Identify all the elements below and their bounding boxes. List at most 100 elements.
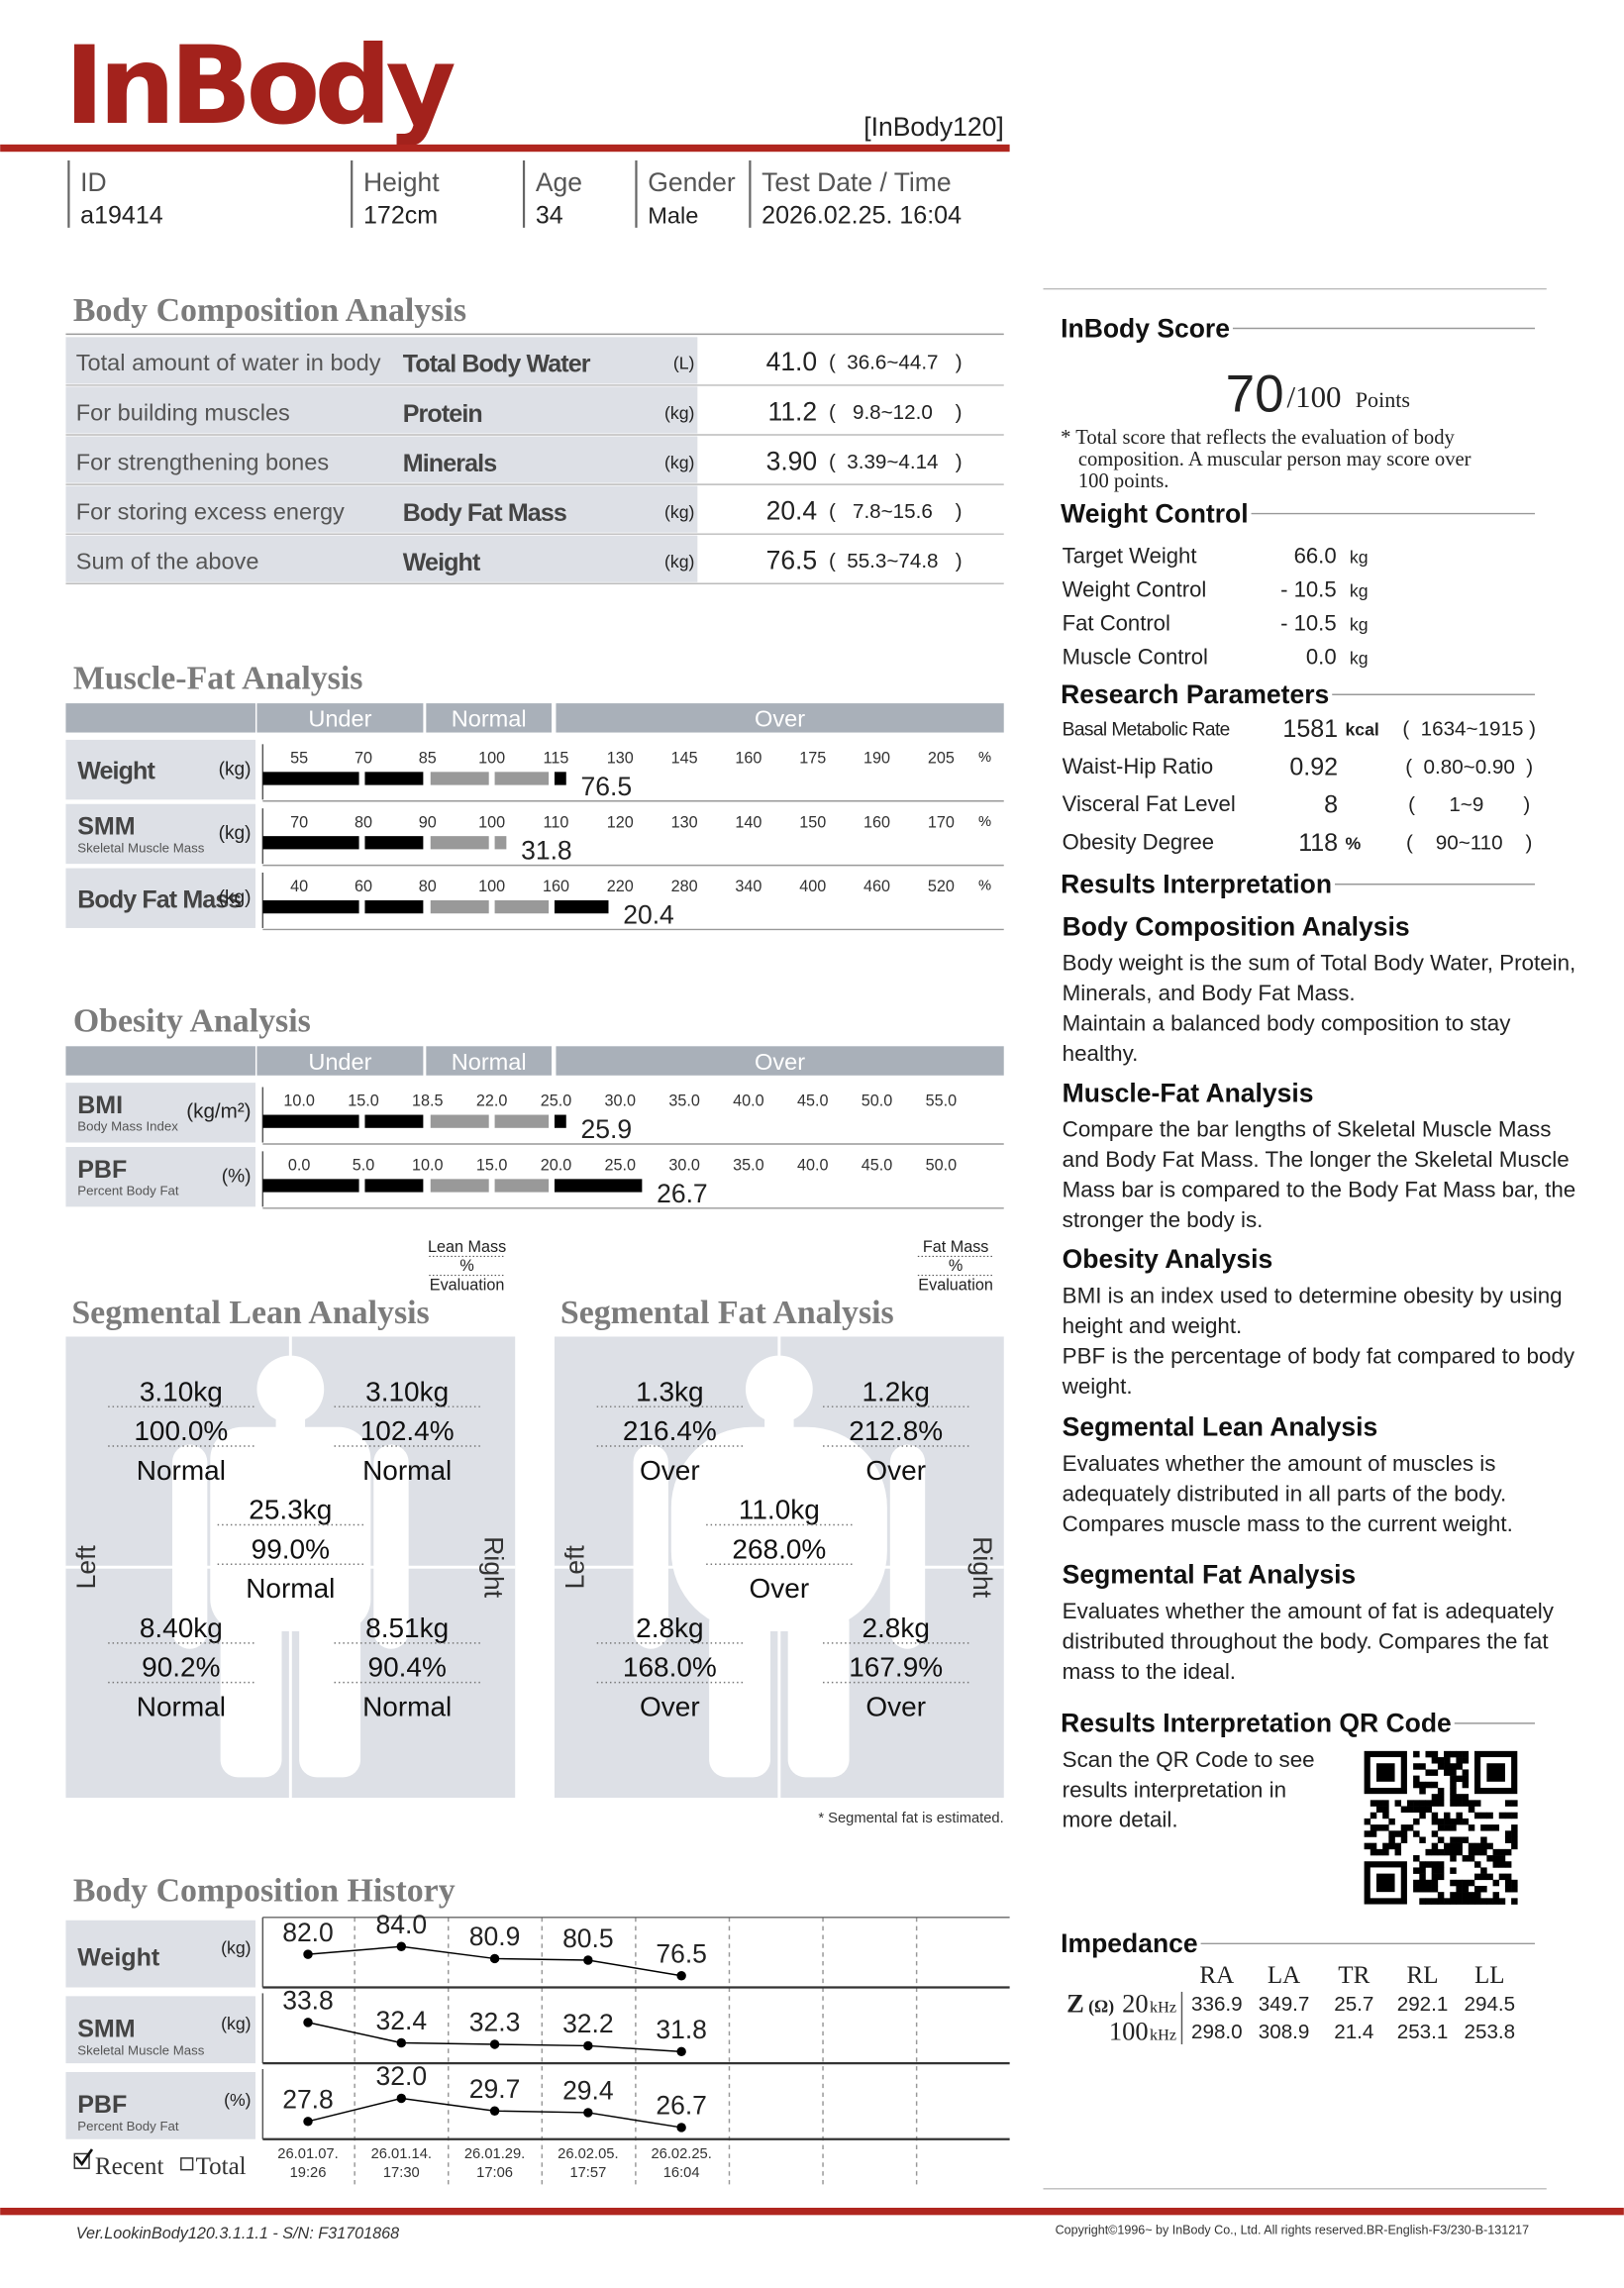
qr-module [1473,1873,1481,1881]
qr-module [1419,1885,1426,1893]
qr-module [1419,1873,1426,1881]
row-unit: (kg) [664,502,694,522]
param-value: - 10.5 [1280,610,1336,635]
tick-label: 10.0 [412,1157,444,1175]
tick-label: 40.0 [733,1092,764,1110]
qr-module [1450,1750,1457,1758]
impedance-column: RA [1199,1962,1234,1989]
qr-module [1394,1830,1402,1837]
qr-module [1382,1800,1389,1807]
qr-module [1370,1824,1377,1831]
zone-label: Over [755,1049,805,1075]
tick-label: 15.0 [476,1157,508,1175]
param-unit: kg [1350,614,1369,634]
qr-module [1413,1775,1420,1783]
qr-module [1382,1824,1389,1831]
qr-module [1370,1842,1377,1850]
interpretation-text: healthy. [1063,1041,1139,1066]
qr-module [1456,1750,1463,1758]
qr-module [1492,1898,1500,1905]
qr-module [1468,1824,1475,1831]
history-point [676,1971,686,1981]
legend-text: % [459,1257,473,1275]
panel-divider [554,1565,1004,1569]
interpretation-text: distributed throughout the body. Compare… [1063,1628,1550,1653]
qr-module [1370,1830,1377,1837]
row-name: BMI [77,1092,123,1119]
segment-value: 2.8kg [636,1612,703,1643]
row-value: 76.5 [766,546,818,575]
history-value: 31.8 [656,2015,707,2044]
history-point [583,1955,593,1965]
param-value: 118 [1298,829,1338,857]
tick-label: 40 [290,878,308,895]
profile-label: Height [363,167,440,197]
tick-label: 400 [799,878,826,895]
tick-label: 460 [863,878,890,895]
bar-value: 76.5 [580,772,632,801]
row-unit: (kg) [221,2014,251,2033]
qr-module [1450,1848,1457,1856]
row-value: 20.4 [766,495,818,525]
row-name: Total Body Water [403,351,591,378]
history-value: 32.2 [562,2009,614,2038]
tick-label: 160 [735,749,761,767]
row-label-cell [65,1920,255,1988]
impedance-value: 308.9 [1259,2021,1310,2043]
qr-module [1437,1824,1445,1831]
qr-module [1450,1824,1457,1831]
row-unit: (%) [222,1166,252,1187]
row-value: 41.0 [766,347,818,376]
qr-module [1511,1842,1518,1850]
legend-text: Lean Mass [428,1238,506,1256]
row-unit: (L) [673,354,695,373]
qr-module [1375,1848,1383,1856]
qr-module [1382,1842,1389,1850]
tick-label: 205 [928,749,955,767]
history-value: 29.4 [562,2076,614,2106]
qr-module [1450,1855,1457,1862]
qr-module [1462,1836,1470,1843]
qr-module [1413,1806,1420,1814]
impedance-value: 253.1 [1397,2021,1449,2043]
silhouette-leg [709,1605,771,1778]
qr-module [1419,1861,1426,1868]
zone-label: Under [308,706,371,732]
qr-text: Scan the QR Code to see [1063,1747,1315,1772]
tick-label: 90 [419,813,437,831]
impedance-value: 21.4 [1334,2021,1373,2043]
tick-label: 0.0 [288,1157,311,1175]
row-background [65,436,698,483]
param-unit: % [1345,833,1361,853]
history-point [489,2039,500,2049]
qr-module [1431,1885,1439,1893]
segment-panel [554,1336,1004,1798]
history-time: 16:04 [663,2165,700,2181]
history-value: 33.8 [282,1986,334,2016]
tick-label: 145 [671,749,698,767]
tick-label: 10.0 [283,1092,315,1110]
tick-label: 55.0 [926,1092,958,1110]
interpretation-text: Minerals, and Body Fat Mass. [1063,981,1356,1005]
bar-segment [554,1179,643,1193]
tick-label: 80 [419,878,437,895]
param-label: Visceral Fat Level [1063,791,1236,816]
qr-module [1425,1781,1432,1789]
bar-segment [364,1114,424,1128]
row-description: For building muscles [76,399,290,425]
param-unit: kg [1350,648,1369,668]
qr-module [1473,1800,1481,1807]
silhouette-arm [171,1444,208,1649]
qr-module [1394,1842,1402,1850]
history-time: 19:26 [290,2165,327,2181]
qr-module [1431,1750,1439,1758]
score-note: 100 points. [1078,470,1169,492]
qr-module [1437,1800,1445,1807]
legend-text: Fat Mass [923,1238,989,1256]
row-range: ( 3.39~4.14 ) [829,451,963,473]
profile-label: Gender [648,167,736,197]
qr-module [1456,1775,1463,1783]
segment-value: 11.0kg [739,1495,820,1525]
history-value: 76.5 [656,1938,707,1968]
